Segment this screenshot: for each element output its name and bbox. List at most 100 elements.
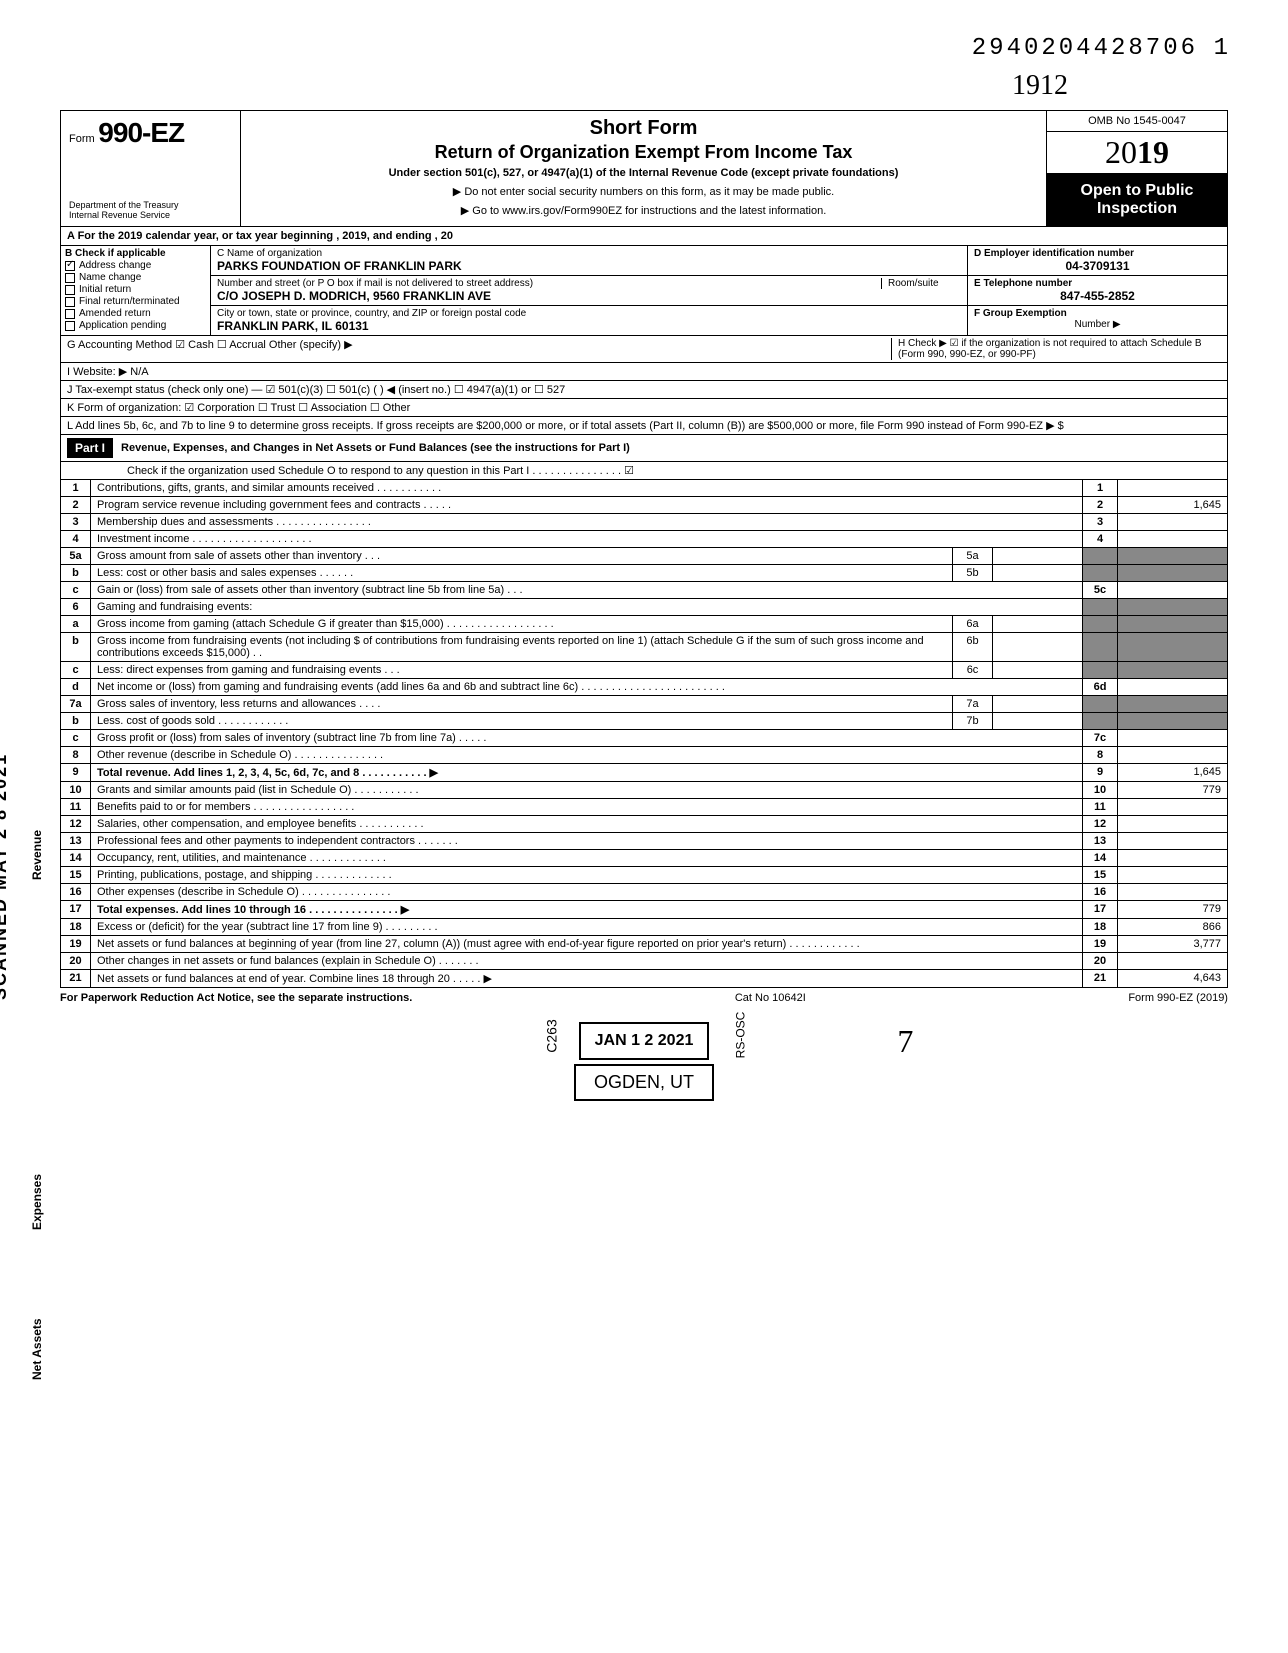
line-amt xyxy=(1118,679,1228,696)
line-6: 6Gaming and fundraising events: xyxy=(61,599,1228,616)
row-h: H Check ▶ ☑ if the organization is not r… xyxy=(891,338,1221,360)
shade xyxy=(1083,565,1118,582)
line-amt xyxy=(1118,799,1228,816)
line-num: d xyxy=(61,679,91,696)
line-rnum: 6d xyxy=(1083,679,1118,696)
line-desc: Investment income . . . . . . . . . . . … xyxy=(91,531,1083,548)
stamp-c263: C263 xyxy=(543,1019,559,1052)
side-label-expenses: Expenses xyxy=(30,1174,44,1230)
line-desc: Gross amount from sale of assets other t… xyxy=(91,548,953,565)
line-num: 18 xyxy=(61,919,91,936)
chk-final-return[interactable]: Final return/terminated xyxy=(65,296,206,307)
line-rnum: 14 xyxy=(1083,850,1118,867)
e-row: E Telephone number 847-455-2852 xyxy=(968,276,1227,306)
row-l: L Add lines 5b, 6c, and 7b to line 9 to … xyxy=(60,417,1228,435)
line-6d: dNet income or (loss) from gaming and fu… xyxy=(61,679,1228,696)
checkbox-icon xyxy=(65,321,75,331)
chk-initial-return[interactable]: Initial return xyxy=(65,284,206,295)
line-13: 13Professional fees and other payments t… xyxy=(61,833,1228,850)
line-amt xyxy=(1118,816,1228,833)
col-b: B Check if applicable Address change Nam… xyxy=(61,246,211,335)
part-i-header: Part I Revenue, Expenses, and Changes in… xyxy=(60,435,1228,462)
line-num: 2 xyxy=(61,497,91,514)
handwritten-note: 1912 xyxy=(1012,70,1068,102)
omb-number: OMB No 1545-0047 xyxy=(1047,111,1227,132)
form-header: Form 990-EZ Department of the Treasury I… xyxy=(60,110,1228,227)
stamp-location: OGDEN, UT xyxy=(574,1064,714,1101)
line-desc: Other revenue (describe in Schedule O) .… xyxy=(91,747,1083,764)
line-num: 11 xyxy=(61,799,91,816)
shade xyxy=(1083,662,1118,679)
line-rnum: 9 xyxy=(1083,764,1118,782)
line-14: 14Occupancy, rent, utilities, and mainte… xyxy=(61,850,1228,867)
line-desc: Less. cost of goods sold . . . . . . . .… xyxy=(91,713,953,730)
shade xyxy=(1083,599,1118,616)
line-rnum: 17 xyxy=(1083,901,1118,919)
line-15: 15Printing, publications, postage, and s… xyxy=(61,867,1228,884)
line-6a: aGross income from gaming (attach Schedu… xyxy=(61,616,1228,633)
line-rnum: 4 xyxy=(1083,531,1118,548)
line-amt: 866 xyxy=(1118,919,1228,936)
title-sub: Under section 501(c), 527, or 4947(a)(1)… xyxy=(251,167,1036,179)
side-label-revenue: Revenue xyxy=(30,830,44,880)
line-rnum: 13 xyxy=(1083,833,1118,850)
d-label: D Employer identification number xyxy=(974,248,1221,259)
dept-treasury: Department of the Treasury xyxy=(69,200,232,210)
line-16: 16Other expenses (describe in Schedule O… xyxy=(61,884,1228,901)
line-rnum: 16 xyxy=(1083,884,1118,901)
line-7b: bLess. cost of goods sold . . . . . . . … xyxy=(61,713,1228,730)
f-value: Number ▶ xyxy=(974,319,1221,330)
line-subamt xyxy=(993,616,1083,633)
chk-amended-return[interactable]: Amended return xyxy=(65,308,206,319)
line-20: 20Other changes in net assets or fund ba… xyxy=(61,953,1228,970)
footer-row: For Paperwork Reduction Act Notice, see … xyxy=(60,988,1228,1008)
row-gh: G Accounting Method ☑ Cash ☐ Accrual Oth… xyxy=(60,336,1228,363)
line-num: 21 xyxy=(61,970,91,988)
line-desc: Other expenses (describe in Schedule O) … xyxy=(91,884,1083,901)
line-amt xyxy=(1118,514,1228,531)
line-num: 17 xyxy=(61,901,91,919)
line-10: 10Grants and similar amounts paid (list … xyxy=(61,782,1228,799)
line-desc: Net assets or fund balances at beginning… xyxy=(91,936,1083,953)
line-sub: 6b xyxy=(953,633,993,662)
line-subamt xyxy=(993,696,1083,713)
line-rnum: 11 xyxy=(1083,799,1118,816)
title-cell: Short Form Return of Organization Exempt… xyxy=(241,111,1047,226)
line-num: 15 xyxy=(61,867,91,884)
line-amt xyxy=(1118,582,1228,599)
checkbox-icon xyxy=(65,297,75,307)
form-number: 990-EZ xyxy=(98,117,184,148)
chk-name-change[interactable]: Name change xyxy=(65,272,206,283)
line-desc: Occupancy, rent, utilities, and maintena… xyxy=(91,850,1083,867)
e-label: E Telephone number xyxy=(974,278,1221,289)
line-desc: Gross sales of inventory, less returns a… xyxy=(91,696,953,713)
line-desc: Membership dues and assessments . . . . … xyxy=(91,514,1083,531)
chk-label: Amended return xyxy=(79,308,151,319)
line-sub: 5a xyxy=(953,548,993,565)
part-i-check: Check if the organization used Schedule … xyxy=(60,462,1228,480)
line-num: 12 xyxy=(61,816,91,833)
checkbox-icon xyxy=(65,285,75,295)
city-row: City or town, state or province, country… xyxy=(211,306,967,335)
chk-application-pending[interactable]: Application pending xyxy=(65,320,206,331)
footer-mid: Cat No 10642I xyxy=(735,992,806,1004)
line-desc: Gross income from gaming (attach Schedul… xyxy=(91,616,953,633)
line-amt: 3,777 xyxy=(1118,936,1228,953)
line-6b: bGross income from fundraising events (n… xyxy=(61,633,1228,662)
line-12: 12Salaries, other compensation, and empl… xyxy=(61,816,1228,833)
line-subamt xyxy=(993,633,1083,662)
line-18: 18Excess or (deficit) for the year (subt… xyxy=(61,919,1228,936)
line-desc: Program service revenue including govern… xyxy=(91,497,1083,514)
chk-address-change[interactable]: Address change xyxy=(65,260,206,271)
d-row: D Employer identification number 04-3709… xyxy=(968,246,1227,276)
row-k: K Form of organization: ☑ Corporation ☐ … xyxy=(60,399,1228,417)
line-num: b xyxy=(61,565,91,582)
line-amt: 779 xyxy=(1118,782,1228,799)
line-desc: Other changes in net assets or fund bala… xyxy=(91,953,1083,970)
shade xyxy=(1118,548,1228,565)
shade xyxy=(1083,616,1118,633)
line-amt: 779 xyxy=(1118,901,1228,919)
line-sub: 5b xyxy=(953,565,993,582)
line-num: b xyxy=(61,713,91,730)
line-num: c xyxy=(61,662,91,679)
